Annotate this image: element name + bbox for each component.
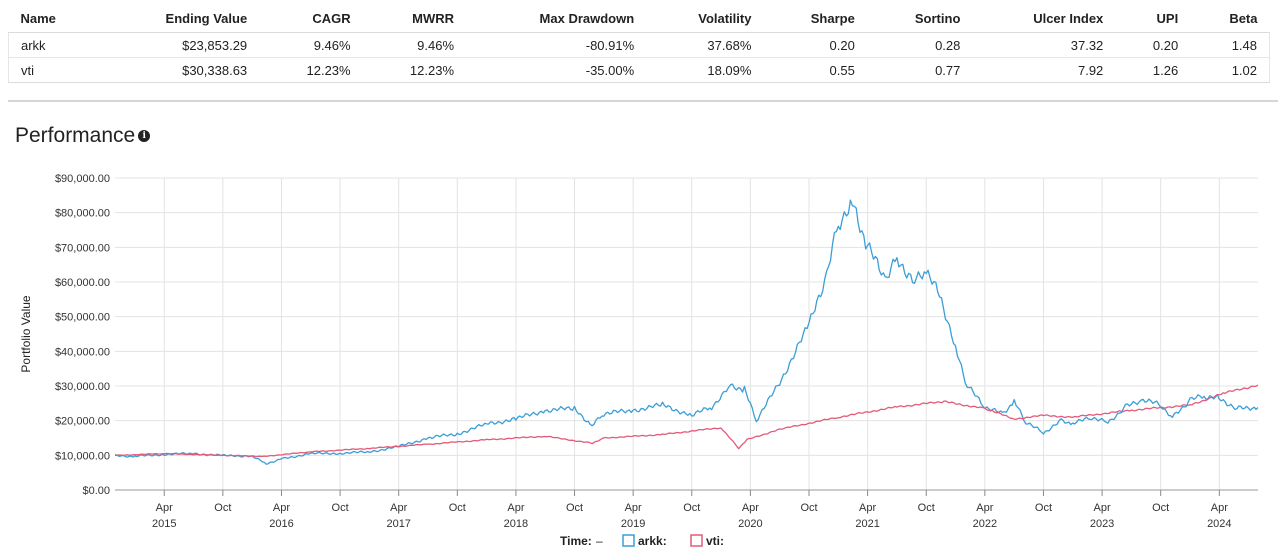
table-header-row: Name Ending Value CAGR MWRR Max Drawdown…: [8, 4, 1270, 33]
x-tick-label: Oct: [1152, 502, 1169, 514]
x-tick-label: Apr: [507, 502, 524, 514]
x-tick-label: Apr: [742, 502, 759, 514]
col-header-ulcer-index[interactable]: Ulcer Index: [972, 4, 1116, 33]
x-tick-label: Oct: [683, 502, 700, 514]
section-header: Performance i: [15, 124, 151, 148]
cell-cagr: 12.23%: [259, 57, 363, 83]
cell-cagr: 9.46%: [259, 32, 363, 58]
y-tick-label: $30,000.00: [55, 381, 110, 393]
series-line-vti: [114, 384, 1259, 458]
x-tick-year-label: 2024: [1207, 518, 1231, 530]
y-tick-label: $40,000.00: [55, 346, 110, 358]
y-tick-label: $0.00: [82, 485, 110, 497]
y-tick-label: $50,000.00: [55, 312, 110, 324]
x-tick-year-label: 2020: [738, 518, 762, 530]
performance-chart: $0.00 $10,000.00 $20,000.00 $30,000.00 $40,0…: [19, 173, 1259, 548]
cell-upi: 1.26: [1115, 57, 1191, 83]
x-tick-label: Apr: [625, 502, 642, 514]
x-tick-label: Apr: [1094, 502, 1111, 514]
cell-name: arkk: [7, 32, 99, 58]
y-tick-label: $10,000.00: [55, 450, 110, 462]
info-icon[interactable]: i: [138, 130, 151, 142]
cell-max-drawdown: -80.91%: [466, 32, 647, 58]
series-line-arkk: [114, 199, 1259, 465]
col-header-mwrr[interactable]: MWRR: [362, 4, 467, 33]
cell-beta: 1.48: [1190, 32, 1271, 58]
y-tick-label: $90,000.00: [55, 173, 110, 185]
x-tick-label: Apr: [1211, 502, 1228, 514]
x-tick-label: Oct: [1035, 502, 1052, 514]
x-tick-label: Oct: [449, 502, 466, 514]
cell-ending-value: $30,338.63: [98, 57, 260, 83]
metrics-table: Name Ending Value CAGR MWRR Max Drawdown…: [7, 4, 1271, 83]
col-header-sharpe[interactable]: Sharpe: [763, 4, 867, 33]
cell-ending-value: $23,853.29: [98, 32, 260, 58]
x-tick-year-label: 2015: [152, 518, 176, 530]
section-title: Performance: [15, 124, 136, 147]
y-tick-label: $70,000.00: [55, 242, 110, 254]
x-tick-label: Apr: [859, 502, 876, 514]
col-header-ending-value[interactable]: Ending Value: [98, 4, 260, 33]
cell-ulcer-index: 37.32: [972, 32, 1116, 58]
col-header-volatility[interactable]: Volatility: [646, 4, 764, 33]
table-row: vti $30,338.63 12.23% 12.23% -35.00% 18.…: [7, 57, 1271, 83]
cell-mwrr: 12.23%: [362, 57, 467, 83]
x-tick-label: Apr: [976, 502, 993, 514]
x-tick-label: Oct: [332, 502, 349, 514]
y-tick-label: $80,000.00: [55, 208, 110, 220]
x-tick-label: Oct: [566, 502, 583, 514]
x-tick-label: Oct: [800, 502, 817, 514]
legend-label-arkk[interactable]: arkk:: [638, 534, 667, 548]
col-header-max-drawdown[interactable]: Max Drawdown: [466, 4, 647, 33]
col-header-beta[interactable]: Beta: [1190, 4, 1270, 33]
legend-label-vti[interactable]: vti:: [706, 534, 724, 548]
x-tick-year-label: 2022: [973, 518, 997, 530]
x-tick-year-label: 2018: [504, 518, 528, 530]
x-tick-year-label: 2023: [1090, 518, 1114, 530]
cell-sortino: 0.28: [866, 32, 973, 58]
col-header-upi[interactable]: UPI: [1115, 4, 1191, 33]
y-tick-label: $20,000.00: [55, 416, 110, 428]
x-tick-label: Apr: [273, 502, 290, 514]
cell-volatility: 18.09%: [646, 57, 764, 83]
cell-sharpe: 0.55: [763, 57, 867, 83]
col-header-name[interactable]: Name: [8, 4, 99, 33]
x-tick-label: Apr: [390, 502, 407, 514]
legend-swatch-arkk[interactable]: [622, 534, 635, 547]
x-tick-label: Oct: [918, 502, 935, 514]
cell-ulcer-index: 7.92: [972, 57, 1116, 83]
cell-max-drawdown: -35.00%: [466, 57, 647, 83]
cell-mwrr: 9.46%: [362, 32, 467, 58]
cell-beta: 1.02: [1190, 57, 1271, 83]
y-tick-label: $60,000.00: [55, 277, 110, 289]
col-header-sortino[interactable]: Sortino: [866, 4, 973, 33]
table-row: arkk $23,853.29 9.46% 9.46% -80.91% 37.6…: [7, 32, 1271, 58]
cell-sortino: 0.77: [866, 57, 973, 83]
cell-volatility: 37.68%: [646, 32, 764, 58]
x-tick-label: Apr: [156, 502, 173, 514]
col-header-cagr[interactable]: CAGR: [259, 4, 363, 33]
legend-title: Time:: [560, 534, 592, 548]
x-tick-year-label: 2021: [855, 518, 879, 530]
x-tick-label: Oct: [214, 502, 231, 514]
section-divider: [8, 100, 1278, 102]
cell-name: vti: [7, 57, 99, 83]
legend-title-value: –: [596, 534, 603, 548]
cell-upi: 0.20: [1115, 32, 1191, 58]
x-tick-year-label: 2016: [269, 518, 293, 530]
legend-swatch-vti[interactable]: [690, 534, 703, 547]
x-tick-year-label: 2019: [621, 518, 645, 530]
y-axis-label: Portfolio Value: [19, 295, 33, 372]
cell-sharpe: 0.20: [763, 32, 867, 58]
x-tick-year-label: 2017: [386, 518, 410, 530]
